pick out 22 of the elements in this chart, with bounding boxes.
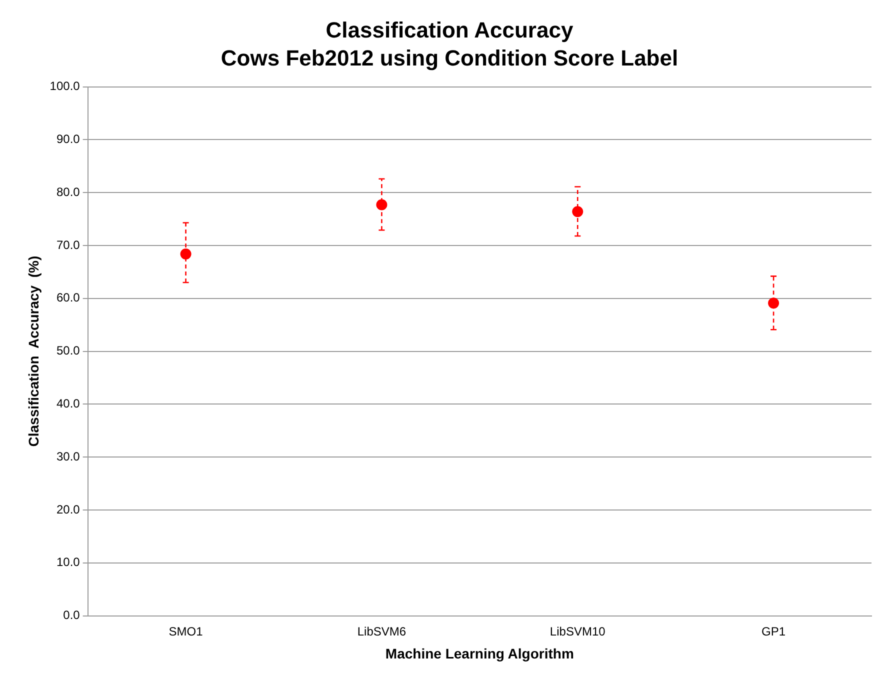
x-axis-title: Machine Learning Algorithm [385, 645, 574, 662]
y-tick-label: 10.0 [56, 555, 80, 570]
x-tick-label: SMO1 [168, 624, 204, 638]
y-axis-title: Classification Accuracy (%) [25, 256, 42, 447]
y-tick-label: 30.0 [56, 449, 80, 464]
y-tick-label: 0.0 [63, 608, 80, 622]
y-tick-label: 50.0 [56, 344, 80, 358]
x-tick-label: LibSVM10 [550, 624, 606, 638]
chart-subtitle: Cows Feb2012 using Condition Score Label [220, 46, 678, 71]
y-tick-label: 40.0 [56, 396, 80, 411]
y-tick-label: 60.0 [56, 290, 80, 305]
y-tick-label: 80.0 [56, 184, 80, 199]
y-tick-label: 90.0 [56, 132, 80, 146]
point [572, 206, 584, 218]
y-tick-label: 70.0 [56, 238, 80, 252]
x-tick-label: GP1 [762, 624, 786, 638]
point [768, 298, 780, 309]
point [180, 248, 192, 260]
y-tick-label: 20.0 [56, 502, 80, 516]
x-tick-label: LibSVM6 [357, 624, 406, 638]
y-tick-label: 100.0 [50, 79, 80, 94]
chart-title: Classification Accuracy [326, 17, 574, 42]
